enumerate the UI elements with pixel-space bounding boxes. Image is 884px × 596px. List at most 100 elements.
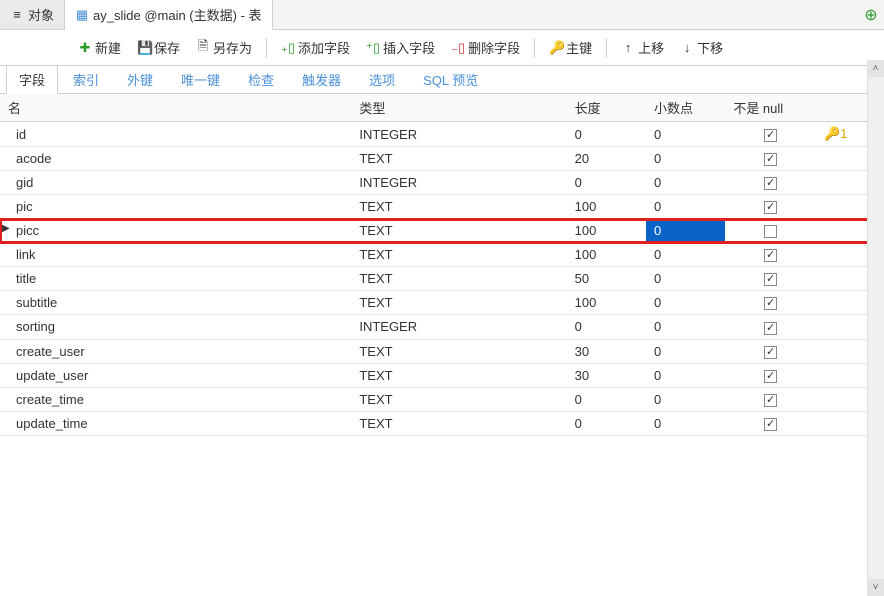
subtab-foreignkeys[interactable]: 外键 bbox=[114, 65, 166, 93]
table-row[interactable]: update_timeTEXT00✓ bbox=[0, 411, 884, 435]
table-row[interactable]: ▶piccTEXT1000 bbox=[0, 219, 884, 243]
cell-decimals[interactable]: 0 bbox=[646, 171, 725, 195]
cell-length[interactable]: 0 bbox=[567, 315, 646, 339]
table-row[interactable]: gidINTEGER00✓ bbox=[0, 171, 884, 195]
cell-name[interactable]: title bbox=[0, 267, 351, 291]
cell-decimals[interactable]: 0 bbox=[646, 267, 725, 291]
cell-notnull[interactable]: ✓ bbox=[725, 363, 816, 387]
deletefield-button[interactable]: ₋▯ 删除字段 bbox=[445, 36, 526, 59]
cell-length[interactable]: 100 bbox=[567, 195, 646, 219]
header-decimals[interactable]: 小数点 bbox=[646, 94, 725, 122]
cell-decimals[interactable]: 0 bbox=[646, 363, 725, 387]
cell-decimals[interactable]: 0 bbox=[646, 339, 725, 363]
cell-name[interactable]: acode bbox=[0, 147, 351, 171]
cell-type[interactable]: TEXT bbox=[351, 219, 566, 243]
tab-current[interactable]: ▦ ay_slide @main (主数据) - 表 bbox=[65, 0, 273, 30]
cell-type[interactable]: TEXT bbox=[351, 339, 566, 363]
cell-notnull[interactable]: ✓ bbox=[725, 147, 816, 171]
cell-length[interactable]: 0 bbox=[567, 387, 646, 411]
cell-type[interactable]: INTEGER bbox=[351, 122, 566, 147]
cell-notnull[interactable]: ✓ bbox=[725, 339, 816, 363]
checkbox-icon[interactable]: ✓ bbox=[764, 418, 777, 431]
scroll-up-arrow-icon[interactable]: ˄ bbox=[867, 60, 884, 77]
cell-type[interactable]: TEXT bbox=[351, 147, 566, 171]
table-row[interactable]: idINTEGER00✓🔑1 bbox=[0, 122, 884, 147]
subtab-uniques[interactable]: 唯一键 bbox=[168, 65, 233, 93]
tab-objects[interactable]: ≡ 对象 bbox=[0, 0, 65, 29]
table-row[interactable]: acodeTEXT200 ✓ bbox=[0, 147, 884, 171]
cell-notnull[interactable]: ✓ bbox=[725, 291, 816, 315]
cell-decimals[interactable]: 0 bbox=[646, 122, 725, 147]
cell-notnull[interactable]: ✓ bbox=[725, 171, 816, 195]
table-row[interactable]: subtitleTEXT1000✓ bbox=[0, 291, 884, 315]
table-row[interactable]: titleTEXT500 ✓ bbox=[0, 267, 884, 291]
table-row[interactable]: picTEXT1000✓ bbox=[0, 195, 884, 219]
checkbox-icon[interactable]: ✓ bbox=[764, 273, 777, 286]
table-row[interactable]: create_timeTEXT00✓ bbox=[0, 387, 884, 411]
cell-decimals[interactable]: 0 bbox=[646, 291, 725, 315]
checkbox-icon[interactable]: ✓ bbox=[764, 370, 777, 383]
cell-type[interactable]: TEXT bbox=[351, 411, 566, 435]
cell-name[interactable]: update_user bbox=[0, 363, 351, 387]
header-notnull[interactable]: 不是 null bbox=[725, 94, 816, 122]
checkbox-icon[interactable]: ✓ bbox=[764, 297, 777, 310]
header-type[interactable]: 类型 bbox=[351, 94, 566, 122]
cell-type[interactable]: TEXT bbox=[351, 291, 566, 315]
cell-notnull[interactable]: ✓ bbox=[725, 243, 816, 267]
primarykey-button[interactable]: 🔑 主键 bbox=[543, 36, 598, 59]
checkbox-icon[interactable]: ✓ bbox=[764, 177, 777, 190]
cell-decimals[interactable]: 0 bbox=[646, 411, 725, 435]
cell-name[interactable]: sorting bbox=[0, 315, 351, 339]
cell-notnull[interactable] bbox=[725, 219, 816, 243]
cell-length[interactable]: 0 bbox=[567, 411, 646, 435]
scroll-down-arrow-icon[interactable]: ˅ bbox=[867, 579, 884, 596]
cell-length[interactable]: 100 bbox=[567, 219, 646, 243]
cell-name[interactable]: update_time bbox=[0, 411, 351, 435]
cell-length[interactable]: 0 bbox=[567, 171, 646, 195]
cell-type[interactable]: INTEGER bbox=[351, 315, 566, 339]
cell-decimals[interactable]: 0 bbox=[646, 219, 725, 243]
checkbox-icon[interactable]: ✓ bbox=[764, 394, 777, 407]
insertfield-button[interactable]: ⁺▯ 插入字段 bbox=[360, 36, 441, 59]
cell-decimals[interactable]: 0 bbox=[646, 243, 725, 267]
cell-notnull[interactable]: ✓ bbox=[725, 387, 816, 411]
cell-type[interactable]: TEXT bbox=[351, 267, 566, 291]
header-length[interactable]: 长度 bbox=[567, 94, 646, 122]
checkbox-icon[interactable]: ✓ bbox=[764, 129, 777, 142]
cell-name[interactable]: create_time bbox=[0, 387, 351, 411]
cell-notnull[interactable]: ✓ bbox=[725, 195, 816, 219]
subtab-fields[interactable]: 字段 bbox=[6, 65, 58, 94]
subtab-sqlpreview[interactable]: SQL 预览 bbox=[410, 65, 491, 93]
header-name[interactable]: 名 bbox=[0, 94, 351, 122]
cell-name[interactable]: subtitle bbox=[0, 291, 351, 315]
new-button[interactable]: ✚ 新建 bbox=[72, 36, 127, 59]
checkbox-icon[interactable]: ✓ bbox=[764, 346, 777, 359]
cell-type[interactable]: TEXT bbox=[351, 195, 566, 219]
checkbox-icon[interactable]: ✓ bbox=[764, 322, 777, 335]
cell-length[interactable]: 20 bbox=[567, 147, 646, 171]
cell-type[interactable]: TEXT bbox=[351, 243, 566, 267]
cell-decimals[interactable]: 0 bbox=[646, 147, 725, 171]
checkbox-icon[interactable]: ✓ bbox=[764, 153, 777, 166]
addfield-button[interactable]: ₊▯ 添加字段 bbox=[275, 36, 356, 59]
cell-length[interactable]: 50 bbox=[567, 267, 646, 291]
new-tab-icon[interactable]: ⊕ bbox=[864, 5, 878, 25]
checkbox-icon[interactable]: ✓ bbox=[764, 249, 777, 262]
cell-notnull[interactable]: ✓ bbox=[725, 315, 816, 339]
cell-length[interactable]: 30 bbox=[567, 363, 646, 387]
cell-notnull[interactable]: ✓ bbox=[725, 411, 816, 435]
cell-notnull[interactable]: ✓ bbox=[725, 267, 816, 291]
movedown-button[interactable]: ↓ 下移 bbox=[674, 36, 729, 59]
cell-type[interactable]: TEXT bbox=[351, 387, 566, 411]
cell-decimals[interactable]: 0 bbox=[646, 315, 725, 339]
subtab-checks[interactable]: 检查 bbox=[235, 65, 287, 93]
saveas-button[interactable]: 🗎 另存为 bbox=[190, 35, 258, 61]
cell-name[interactable]: create_user bbox=[0, 339, 351, 363]
table-row[interactable]: update_userTEXT300✓ bbox=[0, 363, 884, 387]
cell-name[interactable]: ▶picc bbox=[0, 219, 351, 243]
cell-length[interactable]: 0 bbox=[567, 122, 646, 147]
cell-name[interactable]: pic bbox=[0, 195, 351, 219]
checkbox-icon[interactable]: ✓ bbox=[764, 201, 777, 214]
table-row[interactable]: create_userTEXT300✓ bbox=[0, 339, 884, 363]
table-row[interactable]: linkTEXT1000✓ bbox=[0, 243, 884, 267]
